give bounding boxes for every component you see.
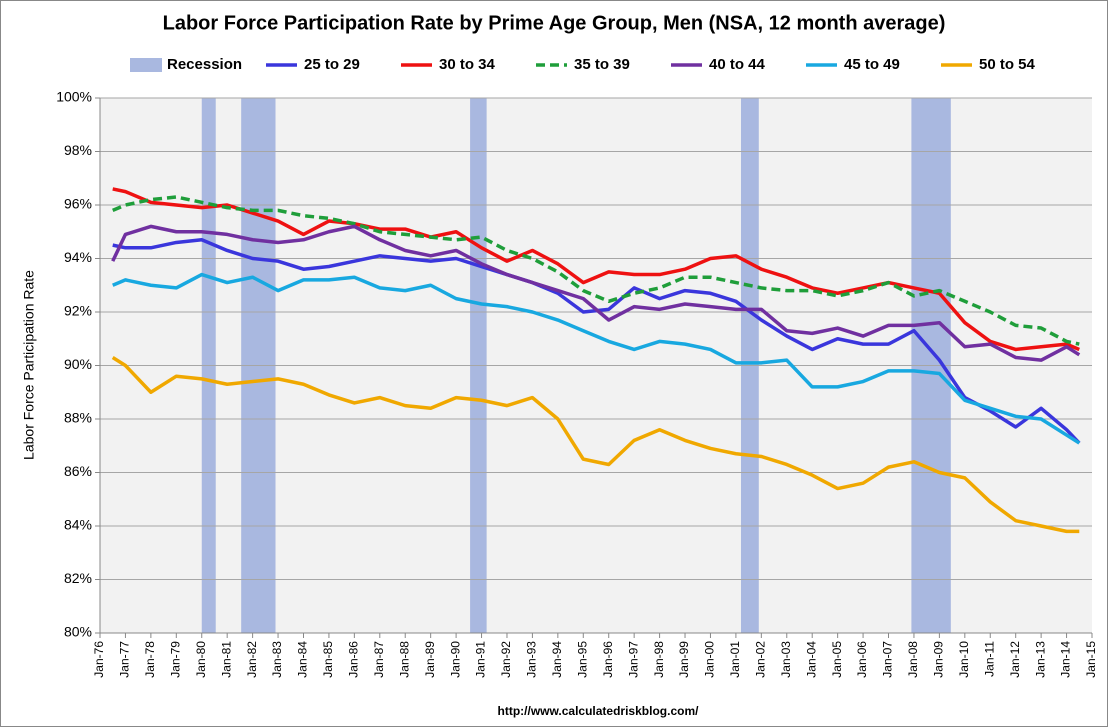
y-tick-label: 80% bbox=[64, 624, 92, 640]
x-tick-label: Jan-03 bbox=[779, 641, 793, 678]
y-tick-label: 82% bbox=[64, 570, 92, 586]
legend-label: Recession bbox=[167, 56, 242, 73]
x-tick-label: Jan-15 bbox=[1084, 641, 1098, 678]
y-tick-label: 90% bbox=[64, 356, 92, 372]
x-tick-label: Jan-92 bbox=[499, 641, 513, 678]
y-tick-label: 98% bbox=[64, 142, 92, 158]
y-tick-label: 92% bbox=[64, 303, 92, 319]
x-tick-label: Jan-06 bbox=[855, 641, 869, 678]
legend-label: 35 to 39 bbox=[574, 56, 630, 73]
series-line bbox=[112, 272, 1081, 445]
x-tick-label: Jan-88 bbox=[397, 641, 411, 678]
x-tick-label: Jan-04 bbox=[804, 641, 818, 678]
x-tick-label: Jan-05 bbox=[830, 641, 844, 678]
x-tick-label: Jan-94 bbox=[550, 641, 564, 678]
x-tick-label: Jan-07 bbox=[881, 641, 895, 678]
legend-label: 30 to 34 bbox=[439, 56, 496, 73]
legend-label: 25 to 29 bbox=[304, 56, 360, 73]
y-tick-label: 96% bbox=[64, 196, 92, 212]
source-note: http://www.calculatedriskblog.com/ bbox=[498, 704, 700, 718]
y-axis-label: Labor Force Participation Rate bbox=[21, 270, 37, 460]
x-tick-label: Jan-79 bbox=[168, 641, 182, 678]
x-tick-label: Jan-87 bbox=[372, 641, 386, 678]
x-tick-label: Jan-00 bbox=[703, 641, 717, 678]
x-tick-label: Jan-89 bbox=[423, 641, 437, 678]
x-tick-label: Jan-77 bbox=[118, 641, 132, 678]
x-tick-label: Jan-97 bbox=[626, 641, 640, 678]
x-tick-label: Jan-95 bbox=[575, 641, 589, 678]
x-tick-label: Jan-08 bbox=[906, 641, 920, 678]
x-tick-label: Jan-80 bbox=[194, 641, 208, 678]
x-tick-label: Jan-83 bbox=[270, 641, 284, 678]
y-tick-label: 94% bbox=[64, 249, 92, 265]
x-tick-label: Jan-76 bbox=[92, 641, 106, 678]
y-tick-label: 84% bbox=[64, 517, 92, 533]
y-tick-label: 88% bbox=[64, 410, 92, 426]
x-tick-label: Jan-13 bbox=[1033, 641, 1047, 678]
x-tick-label: Jan-14 bbox=[1059, 641, 1073, 678]
legend-label: 40 to 44 bbox=[709, 56, 766, 73]
x-tick-label: Jan-09 bbox=[932, 641, 946, 678]
x-tick-label: Jan-86 bbox=[347, 641, 361, 678]
x-tick-label: Jan-85 bbox=[321, 641, 335, 678]
x-tick-label: Jan-10 bbox=[957, 641, 971, 678]
legend-label: 50 to 54 bbox=[979, 56, 1036, 73]
y-tick-label: 86% bbox=[64, 463, 92, 479]
x-tick-label: Jan-90 bbox=[448, 641, 462, 678]
x-tick-label: Jan-98 bbox=[652, 641, 666, 678]
chart-title: Labor Force Participation Rate by Prime … bbox=[163, 12, 946, 34]
x-tick-label: Jan-02 bbox=[754, 641, 768, 678]
x-tick-label: Jan-99 bbox=[677, 641, 691, 678]
x-tick-label: Jan-01 bbox=[728, 641, 742, 678]
x-tick-label: Jan-96 bbox=[601, 641, 615, 678]
series-line bbox=[112, 195, 1080, 346]
x-tick-label: Jan-82 bbox=[245, 641, 259, 678]
x-tick-label: Jan-91 bbox=[474, 641, 488, 678]
series-line bbox=[111, 224, 1081, 362]
series-line bbox=[111, 355, 1080, 534]
legend-swatch bbox=[130, 58, 162, 72]
x-tick-label: Jan-12 bbox=[1008, 641, 1022, 678]
y-tick-label: 100% bbox=[56, 89, 92, 105]
series-line bbox=[112, 187, 1080, 352]
x-tick-label: Jan-11 bbox=[982, 641, 996, 677]
x-tick-label: Jan-78 bbox=[143, 641, 157, 678]
legend-label: 45 to 49 bbox=[844, 56, 900, 73]
x-tick-label: Jan-93 bbox=[525, 641, 539, 678]
x-tick-label: Jan-84 bbox=[296, 641, 310, 678]
x-tick-label: Jan-81 bbox=[219, 641, 233, 678]
